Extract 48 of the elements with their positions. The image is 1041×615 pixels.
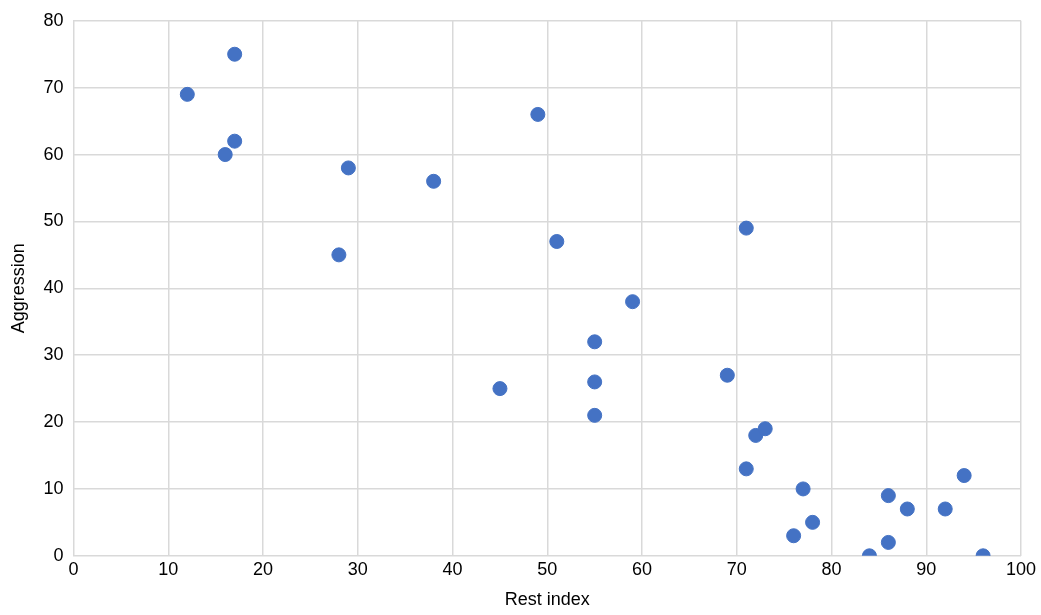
point — [530, 106, 546, 122]
point — [587, 334, 603, 350]
point — [738, 220, 754, 236]
point — [956, 468, 972, 484]
point — [625, 294, 641, 310]
x-tick-label: 30 — [347, 558, 368, 579]
x-tick-label: 90 — [916, 558, 937, 579]
point — [492, 381, 508, 397]
y-tick-label: 80 — [43, 9, 64, 30]
point — [738, 461, 754, 477]
y-tick-label: 60 — [43, 143, 64, 164]
y-axis-title: Aggression — [7, 243, 28, 334]
y-tick-label: 70 — [43, 76, 64, 97]
x-tick-label: 50 — [537, 558, 558, 579]
point — [719, 367, 735, 383]
point — [227, 46, 243, 62]
point — [757, 421, 773, 437]
x-tick-label: 80 — [821, 558, 842, 579]
point — [179, 86, 195, 102]
x-tick-label: 10 — [158, 558, 179, 579]
point — [340, 160, 356, 176]
y-tick-label: 0 — [53, 544, 64, 565]
x-tick-label: 40 — [442, 558, 463, 579]
point — [331, 247, 347, 263]
y-tick-label: 30 — [43, 344, 64, 365]
x-tick-label: 0 — [68, 558, 79, 579]
point — [217, 147, 233, 163]
point — [426, 173, 442, 189]
y-tick-label: 10 — [43, 477, 64, 498]
x-axis-title: Rest index — [504, 589, 590, 610]
y-tick-label: 50 — [43, 210, 64, 231]
x-tick-label: 100 — [1005, 558, 1037, 579]
point — [880, 534, 896, 550]
y-tick-label: 40 — [43, 277, 64, 298]
point — [587, 374, 603, 390]
point — [899, 501, 915, 517]
point — [937, 501, 953, 517]
point — [786, 528, 802, 544]
y-tick-label: 20 — [43, 411, 64, 432]
point — [795, 481, 811, 497]
x-tick-label: 60 — [632, 558, 653, 579]
point — [587, 407, 603, 423]
point — [805, 514, 821, 530]
point — [227, 133, 243, 149]
x-tick-label: 20 — [253, 558, 274, 579]
point — [880, 488, 896, 504]
point — [549, 233, 565, 249]
x-tick-label: 70 — [726, 558, 747, 579]
